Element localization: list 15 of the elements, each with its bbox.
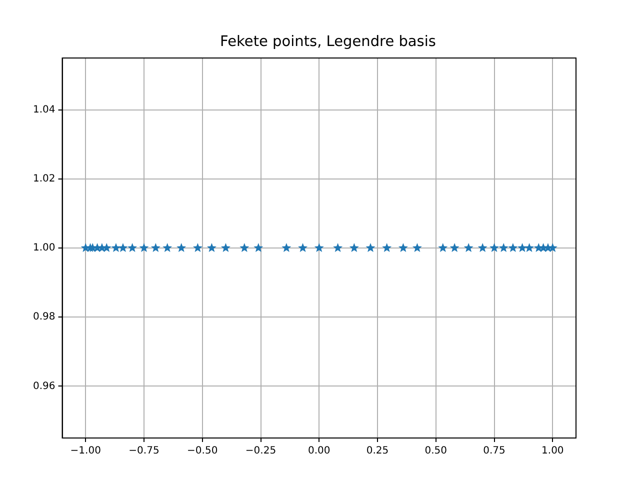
x-tick-label: −1.00	[70, 446, 101, 457]
x-tick-label: 0.50	[424, 446, 448, 457]
x-tick-label: 0.00	[308, 446, 330, 457]
y-tick-label: 0.96	[33, 380, 56, 392]
x-tick-label: 1.00	[542, 446, 564, 457]
x-tick-label: −0.25	[245, 446, 276, 457]
y-tick-label: 1.04	[33, 104, 56, 116]
y-tick-label: 1.02	[33, 174, 56, 185]
x-tick-label: 0.25	[366, 446, 389, 457]
y-tick-label: 0.98	[33, 312, 56, 323]
x-tick-label: 0.75	[483, 446, 506, 457]
chart-title: Fekete points, Legendre basis	[219, 34, 437, 50]
y-tick-label: 1.00	[33, 242, 56, 254]
x-tick-label: −0.50	[187, 446, 218, 457]
x-tick-label: −0.75	[128, 446, 160, 457]
